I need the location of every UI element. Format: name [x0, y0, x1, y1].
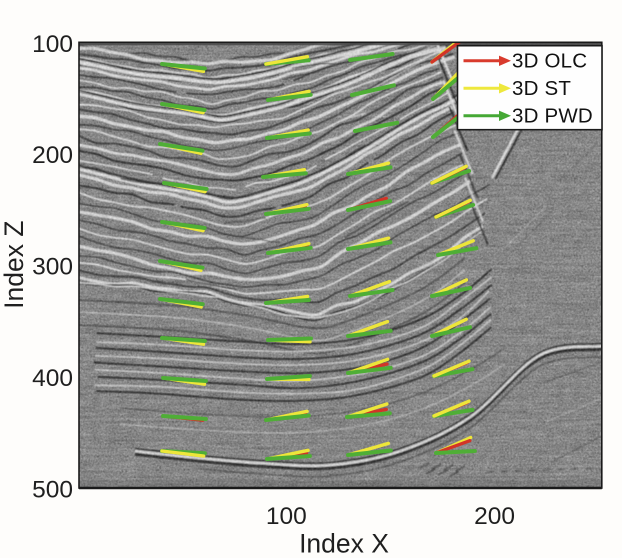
svg-text:100: 100	[32, 31, 73, 58]
svg-text:3D PWD: 3D PWD	[512, 105, 593, 128]
svg-text:100: 100	[266, 503, 307, 530]
svg-text:3D OLC: 3D OLC	[512, 50, 587, 73]
svg-text:Index Z: Index Z	[0, 221, 29, 309]
svg-text:500: 500	[32, 476, 73, 503]
svg-text:400: 400	[32, 365, 73, 392]
svg-text:Index X: Index X	[299, 529, 389, 558]
svg-text:3D ST: 3D ST	[512, 77, 571, 100]
svg-text:200: 200	[474, 503, 515, 530]
svg-text:200: 200	[32, 142, 73, 169]
svg-text:300: 300	[32, 254, 73, 281]
